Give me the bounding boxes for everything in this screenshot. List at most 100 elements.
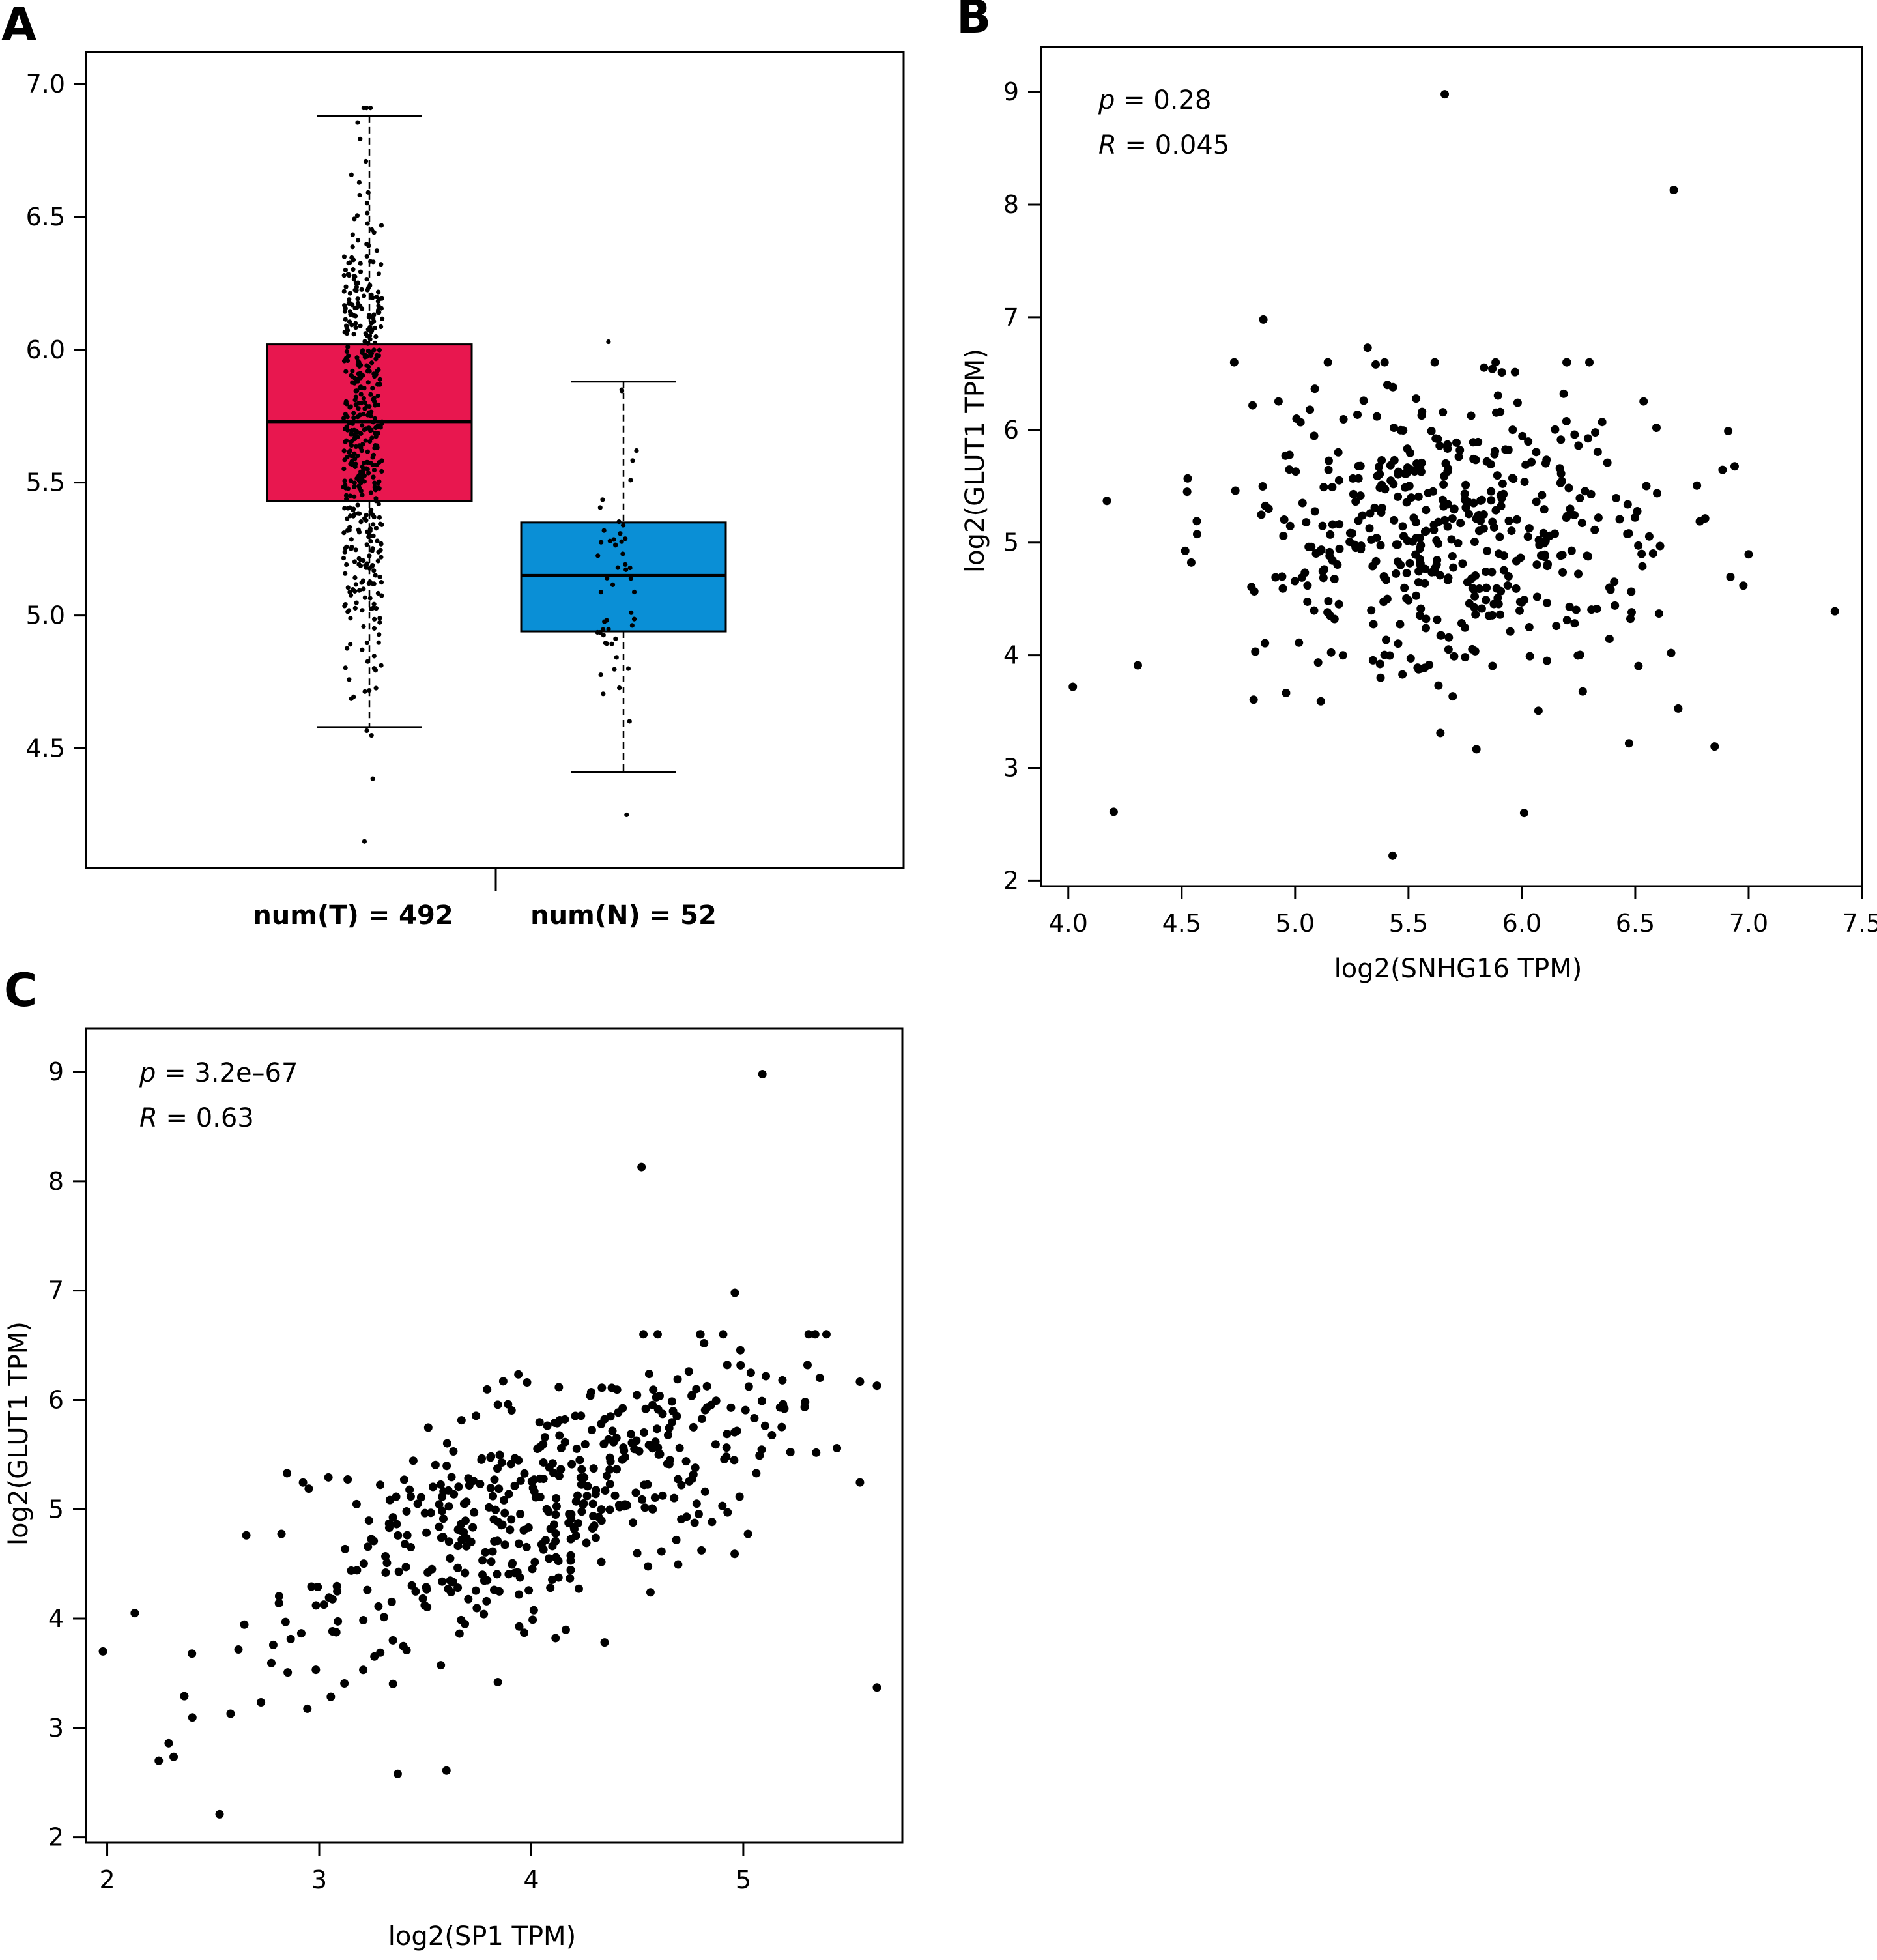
box-data-point bbox=[356, 375, 362, 381]
scatter-point bbox=[543, 1421, 552, 1430]
scatter-point bbox=[1411, 518, 1420, 527]
scatter-point bbox=[1469, 498, 1478, 508]
scatter-point bbox=[1334, 448, 1343, 457]
scatter-point bbox=[1338, 651, 1347, 660]
box-data-point bbox=[360, 373, 365, 378]
scatter-point bbox=[304, 1484, 313, 1493]
y-tick-label: 7 bbox=[48, 1276, 64, 1305]
box-data-point bbox=[379, 593, 384, 598]
scatter-point bbox=[1461, 653, 1470, 662]
scatter-point bbox=[552, 1502, 561, 1511]
scatter-point bbox=[1330, 614, 1339, 624]
scatter-point bbox=[575, 1456, 584, 1465]
box-data-point bbox=[341, 466, 347, 472]
box-data-point bbox=[370, 455, 375, 460]
box-data-point bbox=[376, 549, 381, 555]
scatter-point bbox=[552, 1494, 561, 1503]
box-data-point bbox=[364, 403, 369, 409]
box-data-point bbox=[364, 512, 369, 518]
scatter-point bbox=[382, 1559, 392, 1568]
box-data-point bbox=[356, 511, 361, 516]
scatter-point bbox=[1316, 697, 1325, 706]
box-data-point bbox=[371, 568, 377, 573]
scatter-point bbox=[1518, 431, 1527, 440]
scatter-point bbox=[572, 1444, 581, 1453]
box-data-point bbox=[612, 667, 617, 672]
y-tick-label-a: 7.0 bbox=[26, 70, 65, 98]
box-data-point bbox=[354, 355, 360, 360]
scatter-point bbox=[1192, 530, 1201, 539]
scatter-point bbox=[154, 1756, 164, 1765]
scatter-point bbox=[545, 1463, 554, 1472]
scatter-point bbox=[454, 1482, 463, 1492]
scatter-point bbox=[423, 1568, 433, 1577]
scatter-point bbox=[1461, 623, 1470, 632]
scatter-point bbox=[1420, 527, 1429, 536]
box-data-point bbox=[352, 274, 358, 280]
scatter-point bbox=[677, 1480, 686, 1490]
box-data-point bbox=[371, 399, 377, 404]
y-tick-label: 5 bbox=[48, 1495, 64, 1523]
scatter-point bbox=[1519, 809, 1528, 818]
scatter-point bbox=[1469, 454, 1478, 463]
y-tick-label: 3 bbox=[48, 1714, 64, 1742]
scatter-point bbox=[605, 1480, 614, 1489]
scatter-point bbox=[641, 1404, 650, 1413]
scatter-point bbox=[1249, 695, 1258, 704]
box-data-point bbox=[357, 192, 362, 198]
scatter-point bbox=[1369, 620, 1378, 629]
scatter-point bbox=[1323, 608, 1332, 617]
scatter-point bbox=[418, 1594, 427, 1603]
scatter-point bbox=[1461, 480, 1470, 489]
box-data-point bbox=[373, 372, 379, 377]
scatter-point bbox=[556, 1465, 566, 1474]
scatter-point bbox=[169, 1752, 179, 1761]
box-data-point bbox=[366, 410, 372, 415]
scatter-point bbox=[399, 1475, 408, 1484]
box-data-point bbox=[341, 358, 347, 364]
box-data-point bbox=[365, 221, 370, 226]
scatter-point bbox=[226, 1709, 235, 1718]
box-data-point bbox=[351, 411, 356, 416]
scatter-point bbox=[1730, 462, 1739, 471]
scatter-point bbox=[1404, 596, 1413, 605]
scatter-point bbox=[1324, 596, 1333, 605]
scatter-point bbox=[681, 1457, 691, 1466]
scatter-point bbox=[1377, 504, 1386, 513]
scatter-point bbox=[1532, 592, 1541, 601]
box-data-point bbox=[349, 373, 355, 379]
box-data-point bbox=[367, 336, 373, 342]
scatter-point bbox=[1470, 592, 1480, 601]
box-data-point bbox=[350, 232, 355, 237]
scatter-point bbox=[1510, 368, 1519, 377]
box-data-point bbox=[366, 470, 371, 476]
box-data-point bbox=[345, 486, 351, 491]
scatter-point bbox=[601, 1486, 610, 1495]
scatter-point bbox=[535, 1418, 544, 1427]
box-data-point bbox=[625, 666, 631, 671]
box-data-point bbox=[363, 158, 369, 164]
box-data-point bbox=[345, 344, 351, 349]
x-axis-title-b: log2(SNHG16 TPM) bbox=[1334, 954, 1583, 984]
scatter-point bbox=[700, 1339, 709, 1348]
scatter-point bbox=[444, 1486, 453, 1495]
scatter-point bbox=[376, 1480, 385, 1490]
scatter-point bbox=[1534, 706, 1543, 715]
scatter-point bbox=[303, 1704, 312, 1713]
box-data-point bbox=[347, 608, 352, 613]
scatter-point bbox=[453, 1525, 463, 1535]
scatter-point bbox=[436, 1480, 445, 1489]
scatter-point bbox=[1507, 526, 1516, 536]
scatter-point bbox=[1653, 489, 1662, 498]
scatter-point bbox=[493, 1464, 502, 1473]
scatter-point bbox=[1468, 583, 1477, 592]
scatter-point bbox=[635, 1447, 644, 1456]
box-data-point bbox=[356, 474, 362, 479]
scatter-point bbox=[719, 1330, 728, 1339]
scatter-point bbox=[1307, 542, 1316, 551]
scatter-point bbox=[1422, 506, 1431, 515]
scatter-point bbox=[1392, 540, 1401, 549]
scatter-point bbox=[455, 1629, 464, 1638]
scatter-point bbox=[476, 1480, 485, 1489]
scatter-point bbox=[1571, 605, 1581, 614]
